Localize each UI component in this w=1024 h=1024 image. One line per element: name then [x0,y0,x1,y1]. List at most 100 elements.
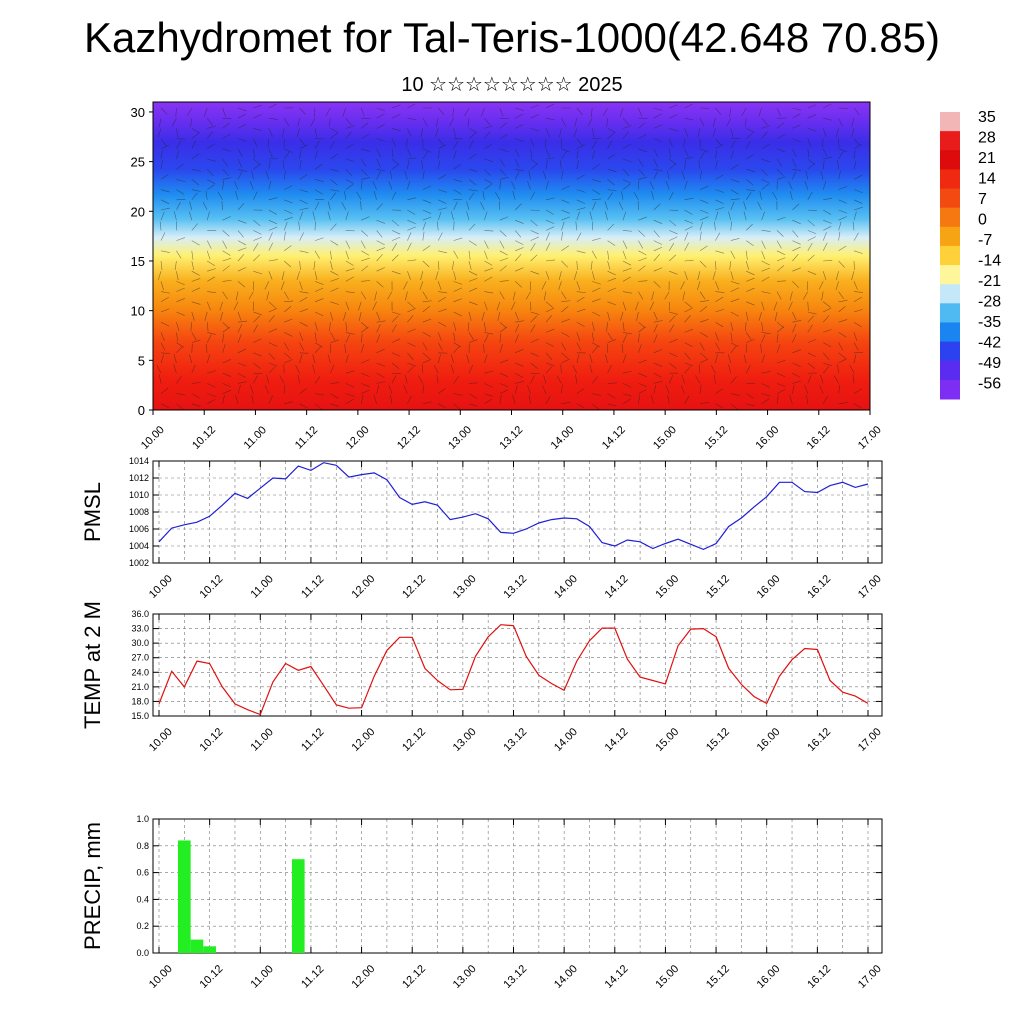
wind-vector [176,322,180,331]
grid [153,818,882,954]
wind-vector [545,352,553,360]
wind-vector [638,168,645,176]
wind-vector [407,160,410,170]
wind-vector [699,118,705,127]
wind-vector [576,291,586,294]
wind-vector [792,107,802,111]
wind-vector [545,197,555,201]
colorbar-label: -7 [978,232,992,249]
wind-vector [726,118,732,127]
wind-vector [222,168,229,176]
wind-vector [669,219,677,227]
wind-vector [792,170,797,180]
wind-vector [823,219,832,224]
wind-vector [807,138,812,148]
y-axis-title: PMSL [80,482,105,542]
wind-vector [838,352,846,359]
colorbar-label: -28 [978,294,1001,311]
wind-vector [189,211,193,221]
wind-vector [330,189,340,192]
wind-vector [468,277,478,282]
wind-vector [638,326,646,333]
wind-vector [345,158,355,162]
wind-vector [497,311,501,321]
wind-vector [699,209,709,214]
wind-vector [761,334,766,343]
x-tick-label: 12.12 [400,726,428,754]
wind-vector [807,315,815,323]
wind-vector [157,128,162,138]
wind-vector [838,199,847,204]
wind-vector [730,298,740,303]
wind-vector [453,376,460,384]
wind-vector [792,124,801,129]
wind-vector [376,158,381,168]
wind-vector [253,375,258,384]
colorbar-swatch [940,322,960,343]
wind-vector [206,168,214,176]
wind-vector [391,158,400,166]
wind-vector [468,128,478,133]
wind-vector [499,265,507,272]
wind-vector [668,138,673,148]
wind-vector [792,372,801,378]
wind-vector [499,280,509,282]
y-tick-label: 0.2 [136,921,149,931]
wind-vector [730,287,740,292]
x-tick-label: 16.12 [805,726,833,754]
wind-vector [730,332,733,342]
wind-vector [715,403,724,409]
wind-vector [714,221,716,231]
wind-vector [499,344,503,353]
wind-vector [466,201,470,211]
wind-vector [715,342,721,351]
wind-vector [838,216,847,221]
wind-vector [237,171,243,180]
wind-vector [592,281,601,285]
wind-vector [745,192,752,200]
colorbar-swatch [940,245,960,266]
wind-vector [452,260,454,270]
wind-vector [268,103,277,109]
wind-vector [838,231,841,241]
wind-vector [330,240,339,246]
wind-vector [191,287,201,292]
wind-vector [558,271,562,280]
wind-vector [299,199,308,205]
wind-vector [792,267,801,272]
wind-vector [607,128,616,133]
wind-vector [373,191,377,200]
wind-vector [761,230,771,232]
wind-vector [684,219,694,224]
wind-vector [495,191,501,200]
wind-vector [653,158,658,168]
wind-vector [591,128,595,138]
wind-vector [822,180,827,190]
wind-vector [699,245,708,252]
wind-vector [792,380,802,384]
wind-vector [376,171,381,180]
wind-vector [741,107,747,116]
wind-vector [807,230,817,235]
wind-vector [422,221,427,231]
wind-vector [653,219,663,224]
wind-vector [822,315,830,323]
wind-vector [561,245,569,252]
wind-vector [268,366,276,374]
wind-vector [561,148,570,153]
wind-vector [345,118,352,126]
wind-vector [807,301,809,311]
x-tick-label: 11.00 [248,963,275,990]
wind-vector [407,157,417,160]
wind-vector [838,118,843,127]
wind-vector [545,315,553,323]
wind-vector [299,308,309,313]
wind-vector [438,291,448,294]
colorbar-swatch [940,341,960,362]
wind-vector [698,160,701,170]
wind-vector [328,118,331,128]
x-tick-label: 12.00 [344,424,372,452]
wind-vector [314,332,317,342]
wind-vector [512,395,516,404]
y-axis-title: TEMP at 2 M [80,601,105,729]
